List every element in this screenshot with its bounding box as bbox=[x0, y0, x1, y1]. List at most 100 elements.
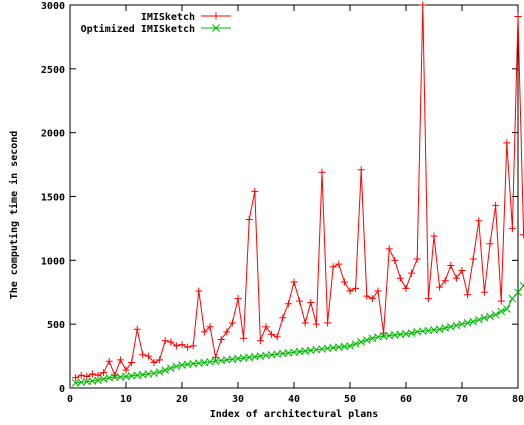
legend-swatch-marker bbox=[212, 24, 220, 32]
x-tick-label: 0 bbox=[67, 394, 73, 405]
data-point bbox=[301, 319, 309, 327]
data-point bbox=[329, 263, 337, 271]
x-tick-label: 30 bbox=[232, 394, 244, 405]
data-point bbox=[268, 330, 276, 338]
data-point bbox=[217, 335, 225, 343]
data-point bbox=[492, 201, 500, 209]
x-tick-label: 20 bbox=[176, 394, 188, 405]
data-point bbox=[139, 351, 147, 359]
x-tick-label: 80 bbox=[512, 394, 524, 405]
y-tick-label: 0 bbox=[59, 384, 65, 395]
data-point bbox=[402, 284, 410, 292]
data-point bbox=[458, 267, 466, 275]
data-point bbox=[362, 336, 371, 344]
tick-marks: 0 10 20 30 40 50 60 70 80 0 500 1000 1500 2000 2500 300… bbox=[41, 1, 524, 405]
data-point bbox=[508, 224, 516, 232]
data-point bbox=[452, 274, 460, 282]
data-point bbox=[72, 374, 80, 382]
y-axis-label: The computing time in second bbox=[8, 131, 20, 300]
data-point bbox=[144, 352, 152, 360]
data-point bbox=[110, 373, 119, 382]
data-point bbox=[514, 288, 522, 297]
data-point bbox=[374, 287, 382, 295]
data-point bbox=[363, 292, 371, 300]
data-point bbox=[413, 255, 421, 263]
data-point bbox=[307, 298, 315, 306]
data-point bbox=[419, 1, 427, 9]
data-point bbox=[284, 300, 292, 308]
series-imisketch bbox=[72, 1, 524, 382]
data-point bbox=[486, 240, 494, 248]
data-point bbox=[335, 260, 343, 268]
data-point bbox=[464, 291, 472, 299]
data-point bbox=[486, 312, 494, 321]
data-point bbox=[223, 328, 231, 336]
data-point bbox=[167, 338, 175, 346]
data-point bbox=[368, 295, 376, 303]
data-point bbox=[385, 245, 393, 253]
x-tick-label: 10 bbox=[120, 394, 132, 405]
data-point bbox=[178, 341, 186, 349]
data-point bbox=[122, 366, 130, 374]
data-point bbox=[184, 343, 192, 351]
data-point bbox=[166, 364, 175, 373]
data-point bbox=[424, 295, 432, 303]
series-line bbox=[75, 282, 524, 384]
x-tick-label: 70 bbox=[456, 394, 468, 405]
y-tick-label: 1000 bbox=[41, 256, 65, 267]
data-point bbox=[206, 323, 214, 331]
data-point bbox=[273, 333, 281, 341]
data-point bbox=[312, 320, 320, 328]
data-point bbox=[491, 310, 500, 319]
data-point bbox=[502, 304, 511, 313]
series-layer bbox=[71, 1, 524, 387]
data-point bbox=[150, 358, 158, 366]
data-point bbox=[156, 356, 164, 364]
data-point bbox=[469, 255, 477, 263]
y-tick-label: 500 bbox=[47, 320, 65, 331]
data-point bbox=[340, 278, 348, 286]
data-point bbox=[100, 369, 108, 377]
data-point bbox=[508, 294, 517, 303]
data-point bbox=[77, 371, 85, 379]
data-point bbox=[474, 315, 483, 324]
data-point bbox=[262, 323, 270, 331]
data-point bbox=[318, 168, 326, 176]
x-axis-label: Index of architectural plans bbox=[210, 408, 379, 420]
data-point bbox=[245, 215, 253, 223]
data-point bbox=[447, 261, 455, 269]
data-point bbox=[430, 232, 438, 240]
data-point bbox=[155, 368, 164, 376]
data-point bbox=[128, 358, 136, 366]
x-tick-label: 40 bbox=[288, 394, 300, 405]
data-point bbox=[290, 278, 298, 286]
data-point bbox=[172, 342, 180, 350]
y-tick-label: 2500 bbox=[41, 65, 65, 76]
x-tick-label: 60 bbox=[400, 394, 412, 405]
data-point bbox=[94, 371, 102, 379]
data-point bbox=[234, 295, 242, 303]
data-point bbox=[133, 325, 141, 333]
data-point bbox=[105, 357, 113, 365]
legend-swatch-marker bbox=[212, 12, 220, 20]
data-point bbox=[195, 287, 203, 295]
legend-label: Optimized IMISketch bbox=[81, 23, 195, 35]
data-point bbox=[520, 231, 524, 239]
data-point bbox=[296, 297, 304, 305]
data-point bbox=[279, 314, 287, 322]
data-point bbox=[469, 317, 478, 326]
data-point bbox=[189, 342, 197, 350]
data-point bbox=[408, 269, 416, 277]
data-point bbox=[357, 166, 365, 174]
data-point bbox=[200, 328, 208, 336]
series-line bbox=[75, 4, 524, 379]
y-tick-label: 3000 bbox=[41, 1, 65, 12]
data-point bbox=[475, 217, 483, 225]
x-tick-label: 50 bbox=[344, 394, 356, 405]
data-point bbox=[88, 370, 96, 378]
data-point bbox=[161, 366, 170, 374]
data-point bbox=[514, 12, 522, 20]
legend-label: IMISketch bbox=[141, 12, 195, 23]
data-point bbox=[324, 319, 332, 327]
